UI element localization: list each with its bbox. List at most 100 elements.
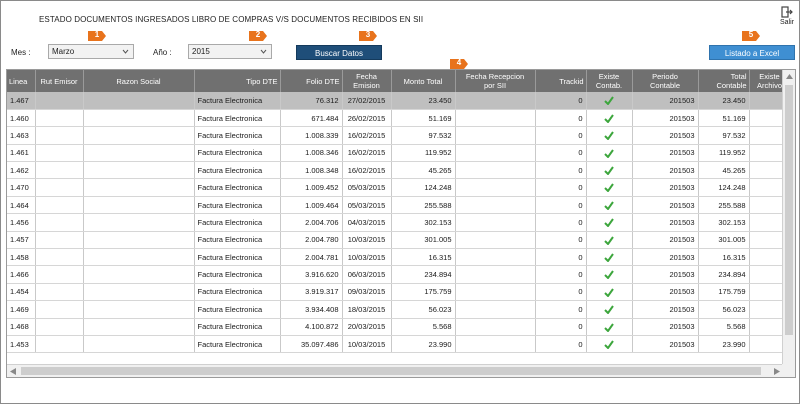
chevron-down-icon [122, 49, 129, 54]
cell-folio: 2.004.706 [280, 213, 343, 232]
cell-rut [35, 126, 84, 145]
cell-fecha: 09/03/2015 [342, 283, 392, 302]
cell-rut [35, 109, 84, 128]
table-row[interactable]: 1.460 Factura Electronica 671.484 26/02/201… [7, 109, 795, 128]
listado-excel-button[interactable]: Listado a Excel [709, 45, 795, 60]
check-icon [604, 340, 614, 349]
column-header[interactable]: Razon Social [83, 70, 195, 92]
vertical-scroll-thumb[interactable] [785, 85, 793, 335]
scroll-up-icon[interactable] [786, 74, 793, 79]
table-row[interactable]: 1.467 Factura Electronica 76.312 27/02/2015… [7, 92, 795, 110]
cell-rut [35, 231, 84, 250]
table-row[interactable]: 1.468 Factura Electronica 4.100.872 20/03/2… [7, 318, 795, 336]
cell-fecha: 10/03/2015 [342, 248, 392, 267]
vertical-scrollbar[interactable] [782, 70, 795, 364]
mes-select[interactable]: Marzo [48, 44, 134, 59]
table-row[interactable]: 1.463 Factura Electronica 1.008.339 16/02/2… [7, 126, 795, 145]
check-icon [604, 166, 614, 176]
cell-monto: 23.450 [391, 92, 456, 110]
cell-linea: 1.463 [7, 126, 36, 145]
cell-tipo: Factura Electronica [194, 265, 281, 284]
cell-existe-contab [586, 92, 633, 110]
cell-fecha-recepcion [455, 213, 536, 232]
cell-fecha: 04/03/2015 [342, 213, 392, 232]
table-row[interactable]: 1.464 Factura Electronica 1.009.464 05/03/2… [7, 196, 795, 215]
table-row[interactable]: 1.453 Factura Electronica 35.097.486 10/03/… [7, 335, 795, 354]
cell-linea: 1.454 [7, 283, 36, 302]
column-header[interactable]: Existe Contab. [586, 70, 633, 92]
buscar-datos-button[interactable]: Buscar Datos [296, 45, 382, 60]
cell-tipo: Factura Electronica [194, 213, 281, 232]
horizontal-scrollbar[interactable] [7, 364, 783, 377]
column-header[interactable]: Total Contable [698, 70, 750, 92]
cell-tipo: Factura Electronica [194, 126, 281, 145]
anio-select[interactable]: 2015 [188, 44, 272, 59]
table-row[interactable]: 1.457 Factura Electronica 2.004.780 10/03/2… [7, 231, 795, 250]
cell-monto: 175.759 [391, 283, 456, 302]
cell-fecha-recepcion [455, 335, 536, 354]
column-header[interactable]: Folio DTE [280, 70, 343, 92]
cell-rut [35, 196, 84, 215]
column-header[interactable]: Linea [7, 70, 36, 92]
cell-trackid: 0 [535, 300, 587, 319]
annotation-badge-1: 1 [87, 29, 107, 43]
check-icon [604, 253, 614, 262]
cell-fecha-recepcion [455, 161, 536, 180]
cell-tipo: Factura Electronica [194, 178, 281, 197]
exit-button[interactable]: Salir [777, 6, 797, 26]
cell-fecha-recepcion [455, 231, 536, 250]
mes-select-value: Marzo [52, 47, 75, 56]
column-header[interactable]: Periodo Contable [632, 70, 699, 92]
cell-fecha-recepcion [455, 92, 536, 110]
table-row[interactable]: 1.462 Factura Electronica 1.008.348 16/02/2… [7, 161, 795, 180]
column-header[interactable]: Rut Emisor [35, 70, 84, 92]
cell-total: 301.005 [698, 231, 750, 250]
cell-tipo: Factura Electronica [194, 109, 281, 128]
column-header[interactable]: Tipo DTE [194, 70, 281, 92]
cell-rut [35, 248, 84, 267]
cell-total: 51.169 [698, 109, 750, 128]
cell-existe-contab [586, 178, 633, 197]
cell-folio: 1.008.339 [280, 126, 343, 145]
documents-grid[interactable]: Linea Rut Emisor Razon Social Tipo DTE Folio… [6, 69, 796, 378]
check-icon [604, 114, 614, 123]
cell-rut [35, 335, 84, 354]
cell-periodo: 201503 [632, 248, 699, 267]
table-row[interactable]: 1.454 Factura Electronica 3.919.317 09/03/2… [7, 283, 795, 302]
cell-monto: 45.265 [391, 161, 456, 180]
cell-trackid: 0 [535, 265, 587, 284]
cell-folio: 3.916.620 [280, 265, 343, 284]
table-row[interactable]: 1.469 Factura Electronica 3.934.408 18/03/2… [7, 300, 795, 319]
cell-periodo: 201503 [632, 178, 699, 197]
cell-periodo: 201503 [632, 318, 699, 336]
column-header[interactable]: Fecha Recepcion por SII [455, 70, 536, 92]
table-row[interactable]: 1.466 Factura Electronica 3.916.620 06/03/2… [7, 265, 795, 284]
cell-rut [35, 161, 84, 180]
table-row[interactable]: 1.456 Factura Electronica 2.004.706 04/03/2… [7, 213, 795, 232]
cell-fecha: 16/02/2015 [342, 144, 392, 163]
cell-folio: 35.097.486 [280, 335, 343, 354]
horizontal-scroll-thumb[interactable] [21, 367, 761, 375]
cell-existe-contab [586, 144, 633, 163]
cell-monto: 51.169 [391, 109, 456, 128]
column-header[interactable]: Trackid [535, 70, 587, 92]
cell-periodo: 201503 [632, 335, 699, 354]
chevron-down-icon [260, 49, 267, 54]
cell-fecha: 06/03/2015 [342, 265, 392, 284]
cell-folio: 671.484 [280, 109, 343, 128]
table-row[interactable]: 1.458 Factura Electronica 2.004.781 10/03/2… [7, 248, 795, 267]
check-icon [604, 288, 614, 297]
cell-monto: 16.315 [391, 248, 456, 267]
column-header[interactable]: Monto Total [391, 70, 456, 92]
cell-trackid: 0 [535, 318, 587, 336]
cell-linea: 1.466 [7, 265, 36, 284]
scroll-right-icon[interactable] [774, 368, 780, 375]
cell-fecha-recepcion [455, 265, 536, 284]
table-row[interactable]: 1.461 Factura Electronica 1.008.346 16/02/2… [7, 144, 795, 163]
cell-fecha: 10/03/2015 [342, 231, 392, 250]
scroll-left-icon[interactable] [10, 368, 16, 375]
table-row[interactable]: 1.470 Factura Electronica 1.009.452 05/03/2… [7, 178, 795, 197]
cell-existe-contab [586, 231, 633, 250]
column-header[interactable]: Fecha Emision [342, 70, 392, 92]
cell-linea: 1.468 [7, 318, 36, 336]
